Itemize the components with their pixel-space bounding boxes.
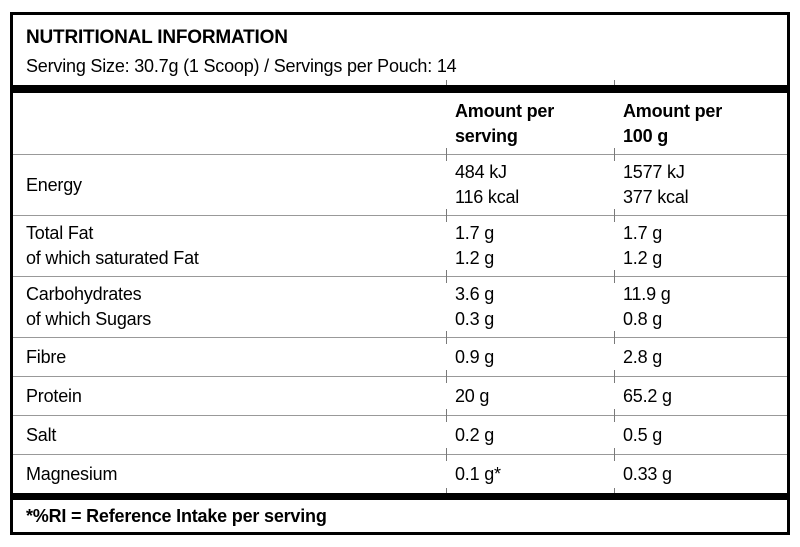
row-label: Protein — [13, 384, 446, 409]
row-label: Salt — [13, 423, 446, 448]
table-title: NUTRITIONAL INFORMATION — [26, 27, 288, 48]
value-per-100g: 65.2 g — [614, 384, 787, 409]
value-per-serving-line: 0.1 g* — [455, 463, 501, 484]
row-label: Total Fat of which saturated Fat — [13, 221, 446, 271]
row-label-line: Magnesium — [26, 463, 118, 484]
value-per-serving: 3.6 g 0.3 g — [446, 282, 614, 332]
row-label-line: Energy — [26, 174, 82, 195]
row-divider — [13, 448, 787, 461]
thick-divider-bottom — [13, 488, 787, 500]
value-per-100g: 11.9 g 0.8 g — [614, 282, 787, 332]
row-label-line: Fibre — [26, 346, 67, 367]
value-per-100g-line: 1.2 g — [623, 248, 663, 268]
value-per-serving-line: 1.2 g — [455, 248, 495, 268]
value-per-serving-line: 116 kcal — [455, 187, 520, 207]
value-per-100g-line: 0.33 g — [623, 463, 672, 484]
value-per-serving-line: 1.7 g — [455, 223, 495, 243]
value-per-100g: 0.33 g — [614, 462, 787, 487]
footnote: *%RI = Reference Intake per serving — [26, 506, 327, 526]
row-divider — [13, 409, 787, 422]
table-row: Magnesium 0.1 g* 0.33 g — [13, 455, 787, 493]
value-per-100g-line: 11.9 g — [623, 284, 671, 304]
row-divider — [13, 270, 787, 283]
thick-divider-top — [13, 80, 787, 93]
row-label: Energy — [13, 160, 446, 210]
row-label: Fibre — [13, 345, 446, 370]
value-per-100g: 1.7 g 1.2 g — [614, 221, 787, 271]
table-body: Energy 484 kJ 116 kcal 1577 kJ 377 kcal Total… — [13, 148, 787, 493]
value-per-serving: 0.1 g* — [446, 462, 614, 487]
table-row: Total Fat of which saturated Fat 1.7 g 1.2 … — [13, 216, 787, 276]
row-divider — [13, 331, 787, 344]
value-per-100g-line: 1.7 g — [623, 223, 663, 243]
row-divider — [13, 209, 787, 222]
value-per-serving: 1.7 g 1.2 g — [446, 221, 614, 271]
value-per-100g-line: 0.8 g — [623, 309, 663, 329]
column-header-row: Amount per serving Amount per 100 g — [13, 93, 787, 154]
value-per-serving-line: 0.9 g — [455, 346, 495, 367]
row-label-line: Salt — [26, 424, 57, 445]
table-row: Salt 0.2 g 0.5 g — [13, 416, 787, 454]
value-per-serving-line: 0.2 g — [455, 424, 495, 445]
value-per-serving-line: 3.6 g — [455, 284, 495, 304]
row-label: Carbohydrates of which Sugars — [13, 282, 446, 332]
value-per-100g: 2.8 g — [614, 345, 787, 370]
value-per-100g: 1577 kJ 377 kcal — [614, 160, 787, 210]
row-label-line: Carbohydrates — [26, 284, 142, 304]
table-row: Energy 484 kJ 116 kcal 1577 kJ 377 kcal — [13, 155, 787, 215]
row-label-line: of which Sugars — [26, 309, 152, 329]
column-header-blank — [13, 99, 446, 149]
row-label-line: Protein — [26, 385, 82, 406]
value-per-100g-line: 377 kcal — [623, 187, 689, 207]
value-per-100g: 0.5 g — [614, 423, 787, 448]
table-row: Carbohydrates of which Sugars 3.6 g 0.3 g 11… — [13, 277, 787, 337]
table-header: NUTRITIONAL INFORMATION Serving Size: 30… — [13, 15, 787, 85]
table-row: Fibre 0.9 g 2.8 g — [13, 338, 787, 376]
row-divider — [13, 370, 787, 383]
value-per-100g-line: 1577 kJ — [623, 162, 685, 182]
serving-info: Serving Size: 30.7g (1 Scoop) / Servings… — [26, 56, 457, 76]
row-label: Magnesium — [13, 462, 446, 487]
value-per-serving-line: 484 kJ — [455, 162, 507, 182]
value-per-100g-line: 0.5 g — [623, 424, 663, 445]
table-row: Protein 20 g 65.2 g — [13, 377, 787, 415]
value-per-serving: 484 kJ 116 kcal — [446, 160, 614, 210]
value-per-serving: 20 g — [446, 384, 614, 409]
value-per-serving-line: 20 g — [455, 385, 490, 406]
value-per-100g-line: 65.2 g — [623, 385, 672, 406]
value-per-serving-line: 0.3 g — [455, 309, 495, 329]
row-label-line: Total Fat — [26, 223, 94, 243]
row-label-line: of which saturated Fat — [26, 248, 199, 268]
value-per-serving: 0.2 g — [446, 423, 614, 448]
column-header-per-serving: Amount per serving — [455, 100, 554, 146]
row-divider — [13, 148, 787, 161]
value-per-100g-line: 2.8 g — [623, 346, 663, 367]
value-per-serving: 0.9 g — [446, 345, 614, 370]
nutrition-facts-table: NUTRITIONAL INFORMATION Serving Size: 30… — [10, 12, 790, 535]
column-header-per-100g: Amount per 100 g — [623, 100, 722, 146]
